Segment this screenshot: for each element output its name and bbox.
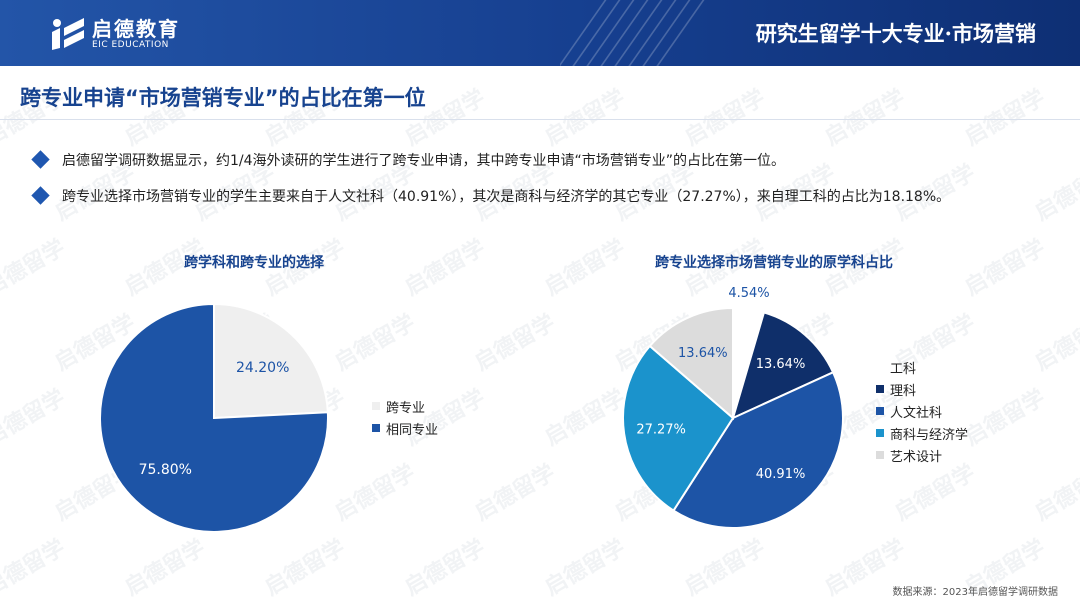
bullet-text: 启德留学调研数据显示，约1/4海外读研的学生进行了跨专业申请，其中跨专业申请“市… — [62, 153, 786, 169]
legend-label: 跨专业 — [386, 400, 426, 416]
legend-item-2-4: 商科与经济学 — [876, 422, 968, 444]
data-label-2-4: 27.27% — [636, 422, 686, 437]
brand-name-en: EIC EDUCATION — [92, 40, 169, 50]
legend-item-1-1: 跨专业 — [372, 395, 438, 417]
legend-swatch — [876, 385, 884, 393]
chart-title-2: 跨专业选择市场营销专业的原学科占比 — [655, 255, 893, 271]
legend-item-2-1: 工科 — [876, 356, 968, 378]
divider — [0, 119, 1080, 120]
legend-label: 商科与经济学 — [890, 427, 969, 443]
brand-name: 启德教育 — [92, 17, 180, 41]
data-label-2-2: 13.64% — [756, 357, 806, 372]
legend-item-2-5: 艺术设计 — [876, 444, 968, 466]
legend-swatch — [876, 363, 884, 371]
legend-item-1-2: 相同专业 — [372, 417, 438, 439]
chart-title-1: 跨学科和跨专业的选择 — [184, 255, 324, 271]
data-label-1-2: 75.80% — [139, 462, 192, 478]
eic-logo-icon — [52, 18, 84, 50]
data-label-2-1: 4.54% — [728, 286, 769, 301]
legend-label: 工科 — [890, 361, 917, 377]
pie-slice-1-2 — [99, 302, 329, 533]
data-source: 数据来源：2023年启德留学调研数据 — [892, 587, 1058, 598]
data-label-1-1: 24.20% — [236, 360, 289, 376]
legend-item-2-3: 人文社科 — [876, 400, 968, 422]
legend-swatch — [876, 407, 884, 415]
header-bar: 启德教育 EIC EDUCATION 研究生留学十大专业·市场营销 — [0, 0, 1080, 66]
page-title: 研究生留学十大专业·市场营销 — [755, 21, 1036, 46]
legend-swatch — [372, 424, 380, 432]
bullet-text: 跨专业选择市场营销专业的学生主要来自于人文社科（40.91%），其次是商科与经济… — [62, 189, 951, 205]
pie-slice-2-2 — [731, 311, 835, 420]
data-label-2-3: 40.91% — [756, 467, 806, 482]
legend-swatch — [372, 402, 380, 410]
pie-slice-2-5 — [648, 306, 734, 421]
legend-label: 相同专业 — [386, 422, 439, 438]
legend-1: 跨专业 相同专业 — [372, 395, 438, 439]
pie-slice-2-4 — [622, 344, 735, 512]
legend-item-2-2: 理科 — [876, 378, 968, 400]
legend-label: 艺术设计 — [890, 449, 943, 465]
legend-label: 理科 — [890, 383, 917, 399]
pie-slice-2-3 — [672, 370, 844, 529]
legend-swatch — [876, 429, 884, 437]
section-heading: 跨专业申请“市场营销专业”的占比在第一位 — [20, 86, 426, 110]
legend-label: 人文社科 — [890, 405, 943, 421]
legend-2: 工科理科人文社科商科与经济学 艺术设计 — [876, 356, 968, 466]
legend-swatch — [876, 451, 884, 459]
pie-slice-1-1 — [213, 302, 329, 420]
data-label-2-5: 13.64% — [678, 346, 728, 361]
